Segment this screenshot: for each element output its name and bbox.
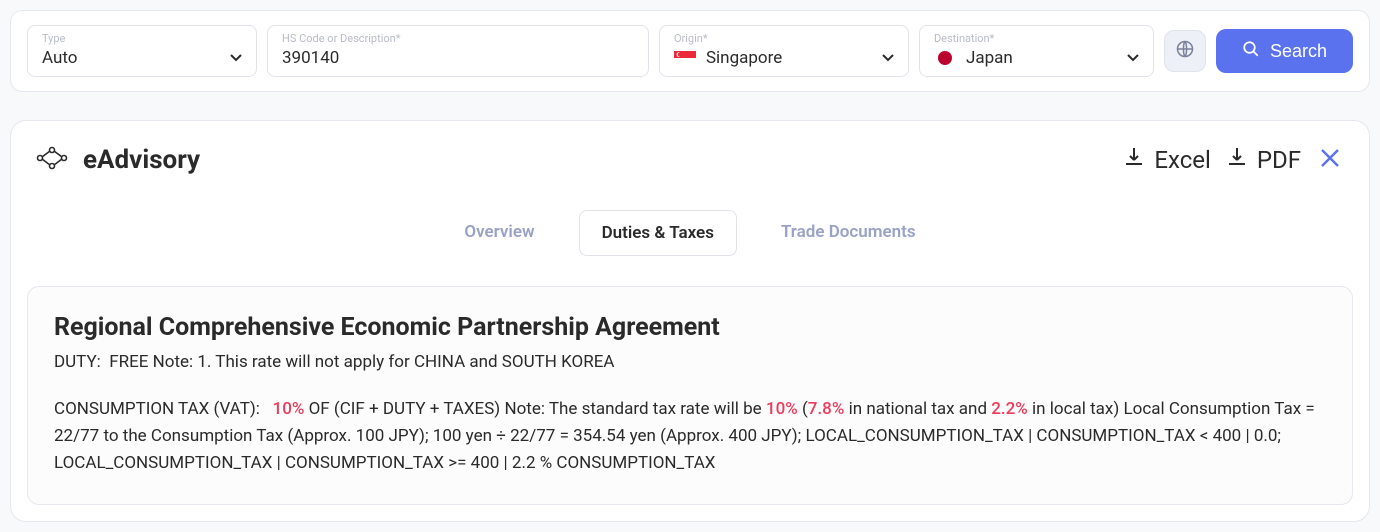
destination-label: Destination* bbox=[934, 32, 994, 45]
export-excel-label: Excel bbox=[1154, 146, 1210, 174]
type-field[interactable]: Type Auto bbox=[27, 25, 257, 77]
network-icon bbox=[35, 145, 69, 175]
download-icon bbox=[1122, 145, 1146, 175]
duty-line: DUTY: FREE Note: 1. This rate will not a… bbox=[54, 352, 1326, 372]
download-icon bbox=[1225, 145, 1249, 175]
search-button[interactable]: Search bbox=[1216, 29, 1353, 73]
destination-value: Japan bbox=[966, 48, 1127, 68]
export-pdf-label: PDF bbox=[1257, 146, 1301, 174]
agreement-content: Regional Comprehensive Economic Partners… bbox=[27, 286, 1353, 505]
type-value: Auto bbox=[42, 48, 230, 68]
globe-button[interactable] bbox=[1164, 30, 1206, 72]
singapore-flag-icon bbox=[674, 50, 696, 66]
origin-value: Singapore bbox=[706, 48, 882, 68]
globe-icon bbox=[1175, 39, 1195, 63]
vat-local-highlight: 2.2% bbox=[991, 399, 1028, 419]
vat-label: CONSUMPTION TAX (VAT): bbox=[54, 399, 260, 419]
tabs: Overview Duties & Taxes Trade Documents bbox=[27, 210, 1353, 256]
destination-field[interactable]: Destination* Japan bbox=[919, 25, 1154, 77]
origin-label: Origin* bbox=[674, 32, 708, 45]
search-bar: Type Auto HS Code or Description* 390140… bbox=[10, 10, 1370, 92]
vat-text: in national tax and bbox=[849, 399, 987, 419]
japan-flag-icon bbox=[934, 50, 956, 66]
search-icon bbox=[1242, 40, 1260, 63]
duty-label: DUTY: bbox=[54, 352, 101, 372]
vat-line: CONSUMPTION TAX (VAT): 10% OF (CIF + DUT… bbox=[54, 396, 1326, 478]
origin-field[interactable]: Origin* Singapore bbox=[659, 25, 909, 77]
search-button-label: Search bbox=[1270, 41, 1327, 62]
chevron-down-icon bbox=[882, 54, 894, 62]
panel-title: eAdvisory bbox=[83, 145, 200, 175]
export-excel-link[interactable]: Excel bbox=[1122, 145, 1210, 175]
close-icon bbox=[1319, 143, 1341, 176]
chevron-down-icon bbox=[230, 54, 242, 62]
chevron-down-icon bbox=[1127, 54, 1139, 62]
vat-text: OF (CIF + DUTY + TAXES) Note: The standa… bbox=[309, 399, 762, 419]
vat-national-highlight: 7.8% bbox=[808, 399, 845, 419]
type-label: Type bbox=[42, 32, 65, 45]
vat-rate-highlight: 10% bbox=[273, 399, 305, 419]
hs-label: HS Code or Description* bbox=[282, 32, 400, 45]
tab-overview[interactable]: Overview bbox=[442, 210, 556, 256]
vat-rate2-highlight: 10% bbox=[766, 399, 798, 419]
eadvisory-panel: eAdvisory Excel PDF bbox=[10, 120, 1370, 522]
duty-value: FREE Note: 1. This rate will not apply f… bbox=[109, 352, 614, 372]
hs-value: 390140 bbox=[282, 48, 634, 68]
hs-code-field[interactable]: HS Code or Description* 390140 bbox=[267, 25, 649, 77]
agreement-heading: Regional Comprehensive Economic Partners… bbox=[54, 313, 1326, 342]
panel-header: eAdvisory Excel PDF bbox=[27, 143, 1353, 184]
close-button[interactable] bbox=[1315, 143, 1345, 176]
export-pdf-link[interactable]: PDF bbox=[1225, 145, 1301, 175]
tab-trade-documents[interactable]: Trade Documents bbox=[759, 210, 938, 256]
tab-duties-taxes[interactable]: Duties & Taxes bbox=[579, 210, 737, 256]
